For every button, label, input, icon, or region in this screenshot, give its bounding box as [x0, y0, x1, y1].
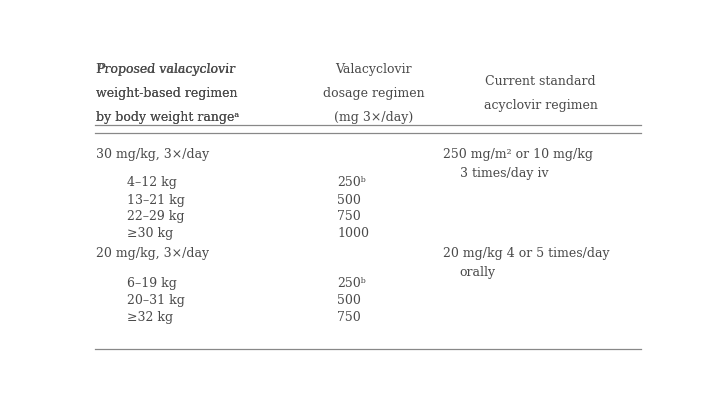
Text: 4–12 kg: 4–12 kg	[127, 177, 177, 190]
Text: 30 mg/kg, 3×/day: 30 mg/kg, 3×/day	[96, 148, 210, 161]
Text: weight-based regimen: weight-based regimen	[96, 87, 238, 100]
Text: 6–19 kg: 6–19 kg	[127, 277, 177, 290]
Text: 750: 750	[337, 211, 361, 224]
Text: acyclovir regimen: acyclovir regimen	[483, 99, 597, 112]
Text: ≥32 kg: ≥32 kg	[127, 311, 173, 324]
Text: Current standard: Current standard	[485, 75, 596, 88]
Text: Valacyclovir: Valacyclovir	[335, 63, 412, 76]
Text: 20 mg/kg 4 or 5 times/day: 20 mg/kg 4 or 5 times/day	[443, 247, 610, 260]
Text: 13–21 kg: 13–21 kg	[127, 194, 185, 207]
Text: (mg 3×/day): (mg 3×/day)	[334, 111, 413, 124]
Text: dosage regimen: dosage regimen	[322, 87, 424, 100]
Text: 3 times/day iv: 3 times/day iv	[460, 167, 549, 180]
Text: by body weight rangeᵃ: by body weight rangeᵃ	[96, 111, 240, 124]
Text: 22–29 kg: 22–29 kg	[127, 211, 185, 224]
Text: Proposed valacyclovir: Proposed valacyclovir	[96, 63, 236, 76]
Text: Proposed valacyclovir: Proposed valacyclovir	[96, 63, 236, 76]
Text: 500: 500	[337, 194, 361, 207]
Text: 250 mg/m² or 10 mg/kg: 250 mg/m² or 10 mg/kg	[443, 148, 593, 161]
Text: 250ᵇ: 250ᵇ	[337, 277, 366, 290]
Text: 20 mg/kg, 3×/day: 20 mg/kg, 3×/day	[96, 247, 210, 260]
Text: 750: 750	[337, 311, 361, 324]
Text: weight-based regimen: weight-based regimen	[96, 87, 238, 100]
Text: orally: orally	[460, 266, 496, 279]
Text: ≥30 kg: ≥30 kg	[127, 227, 173, 240]
Text: 20–31 kg: 20–31 kg	[127, 294, 185, 307]
Text: 1000: 1000	[337, 227, 369, 240]
Text: 250ᵇ: 250ᵇ	[337, 177, 366, 190]
Text: by body weight rangeᵃ: by body weight rangeᵃ	[96, 111, 240, 124]
Text: 500: 500	[337, 294, 361, 307]
